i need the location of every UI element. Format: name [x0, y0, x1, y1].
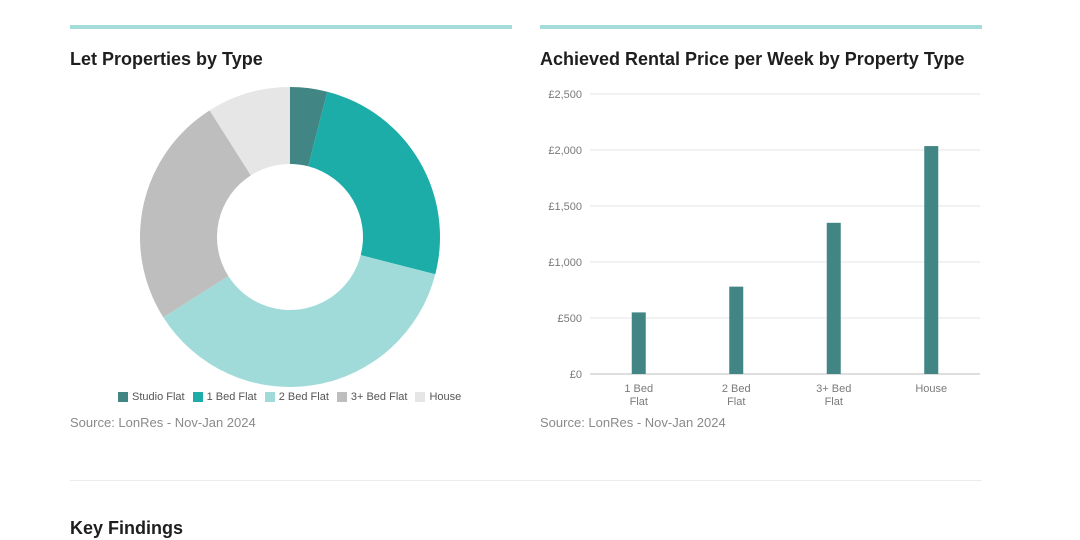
legend-swatch	[415, 392, 426, 402]
key-findings-heading: Key Findings	[70, 518, 184, 538]
legend-label: 1 Bed Flat	[206, 391, 257, 403]
y-tick-label: £2,000	[548, 145, 582, 157]
legend-swatch	[192, 392, 203, 402]
bar-source-note: Source: LonRes - Nov-Jan 2024	[540, 415, 726, 430]
bar	[631, 312, 646, 374]
x-tick-label: Flat	[825, 396, 843, 408]
bar	[729, 286, 744, 374]
legend-label: 3+ Bed Flat	[350, 391, 408, 403]
bar-chart-title: Achieved Rental Price per Week by Proper…	[540, 49, 965, 69]
donut-source-note: Source: LonRes - Nov-Jan 2024	[70, 415, 256, 430]
legend-swatch	[264, 392, 275, 402]
legend-label: House	[429, 391, 462, 403]
legend-label: Studio Flat	[132, 391, 185, 403]
accent-bar	[540, 25, 982, 29]
legend-item-studio-flat: Studio Flat	[118, 391, 185, 403]
legend-item-3plus-bed-flat: 3+ Bed Flat	[336, 391, 408, 403]
donut-slice-1-bed-flat	[308, 91, 440, 275]
x-tick-label: 2 Bed	[722, 383, 751, 395]
x-tick-label: 1 Bed	[624, 383, 653, 395]
legend-item-1-bed-flat: 1 Bed Flat	[192, 391, 257, 403]
donut-slice-3plus-bed-flat	[140, 110, 251, 318]
donut-slice-studio-flat	[290, 87, 328, 167]
donut-slice-house	[209, 87, 290, 176]
legend-item-2-bed-flat: 2 Bed Flat	[264, 391, 329, 403]
donut-chart	[140, 87, 440, 388]
x-tick-label: Flat	[630, 396, 648, 408]
y-tick-label: £0	[570, 369, 582, 381]
section-divider	[70, 480, 982, 481]
donut-slice-2-bed-flat	[163, 255, 436, 388]
y-tick-label: £2,500	[548, 89, 582, 101]
y-tick-label: £1,000	[548, 257, 582, 269]
y-tick-label: £1,500	[548, 201, 582, 213]
bar	[826, 222, 841, 374]
x-tick-label: 3+ Bed	[816, 383, 851, 395]
donut-legend: Studio Flat 1 Bed Flat 2 Bed Flat 3+ Bed Fl…	[118, 391, 461, 403]
bar	[924, 146, 939, 374]
donut-chart-title: Let Properties by Type	[70, 49, 263, 69]
y-tick-label: £500	[558, 313, 582, 325]
x-tick-label: Flat	[727, 396, 745, 408]
legend-item-house: House	[415, 391, 461, 403]
accent-bar	[70, 25, 512, 29]
legend-swatch	[336, 392, 347, 402]
legend-label: 2 Bed Flat	[278, 391, 329, 403]
legend-swatch	[118, 392, 128, 402]
x-tick-label: House	[915, 383, 947, 395]
